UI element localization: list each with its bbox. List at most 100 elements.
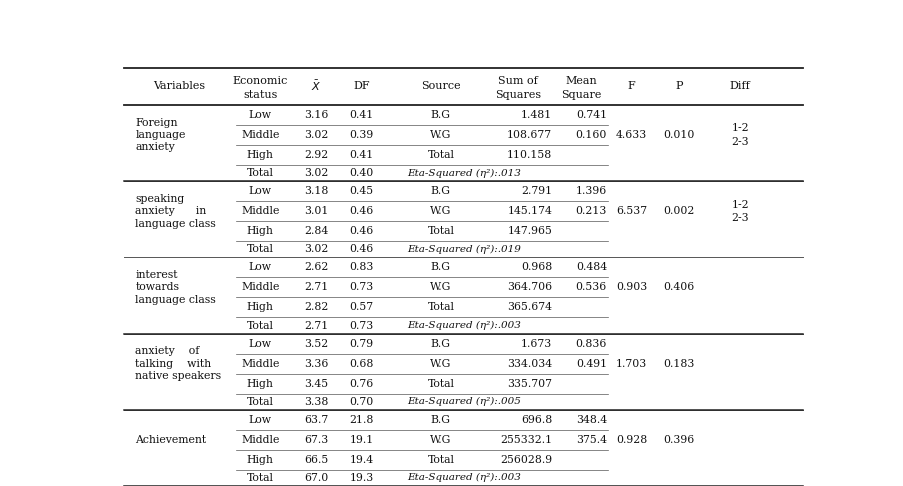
Text: 375.4: 375.4 bbox=[575, 435, 606, 445]
Text: Sum of: Sum of bbox=[498, 76, 537, 86]
Text: $\bar{X}$: $\bar{X}$ bbox=[311, 79, 321, 93]
Text: 3.52: 3.52 bbox=[303, 339, 328, 348]
Text: 3.18: 3.18 bbox=[303, 186, 328, 196]
Text: 0.46: 0.46 bbox=[349, 244, 374, 254]
Text: 0.76: 0.76 bbox=[349, 379, 374, 389]
Text: 2-3: 2-3 bbox=[731, 137, 748, 147]
Text: High: High bbox=[247, 379, 274, 389]
Text: 348.4: 348.4 bbox=[575, 415, 606, 425]
Text: 696.8: 696.8 bbox=[520, 415, 552, 425]
Text: High: High bbox=[247, 226, 274, 236]
Text: 1-2: 1-2 bbox=[731, 123, 748, 133]
Text: 335.707: 335.707 bbox=[507, 379, 552, 389]
Text: P: P bbox=[675, 81, 682, 91]
Text: 0.39: 0.39 bbox=[349, 130, 374, 140]
Text: Eta-Squared (η²):.019: Eta-Squared (η²):.019 bbox=[406, 245, 520, 254]
Text: 0.183: 0.183 bbox=[663, 359, 694, 368]
Text: 3.38: 3.38 bbox=[303, 397, 328, 407]
Text: status: status bbox=[243, 89, 277, 100]
Text: 1.396: 1.396 bbox=[575, 186, 606, 196]
Text: 0.903: 0.903 bbox=[615, 282, 647, 293]
Text: 110.158: 110.158 bbox=[507, 150, 552, 160]
Text: W.G: W.G bbox=[430, 359, 452, 368]
Text: Eta-Squared (η²):.013: Eta-Squared (η²):.013 bbox=[406, 169, 520, 178]
Text: 4.633: 4.633 bbox=[615, 130, 647, 140]
Text: B.G: B.G bbox=[431, 262, 451, 273]
Text: Achievement: Achievement bbox=[135, 435, 206, 445]
Text: High: High bbox=[247, 302, 274, 312]
Text: Eta-Squared (η²):.003: Eta-Squared (η²):.003 bbox=[406, 321, 520, 330]
Text: 0.46: 0.46 bbox=[349, 206, 374, 216]
Text: Middle: Middle bbox=[241, 206, 279, 216]
Text: W.G: W.G bbox=[430, 130, 452, 140]
Text: 2-3: 2-3 bbox=[731, 213, 748, 223]
Text: 0.968: 0.968 bbox=[520, 262, 552, 273]
Text: Square: Square bbox=[560, 89, 600, 100]
Text: 2.84: 2.84 bbox=[303, 226, 328, 236]
Text: language class: language class bbox=[135, 295, 216, 305]
Text: 0.46: 0.46 bbox=[349, 226, 374, 236]
Text: anxiety: anxiety bbox=[135, 142, 175, 153]
Text: 0.41: 0.41 bbox=[349, 150, 374, 160]
Text: High: High bbox=[247, 455, 274, 465]
Text: 0.40: 0.40 bbox=[349, 168, 374, 178]
Text: anxiety    of: anxiety of bbox=[135, 346, 200, 356]
Text: Middle: Middle bbox=[241, 435, 279, 445]
Text: F: F bbox=[627, 81, 635, 91]
Text: 3.01: 3.01 bbox=[303, 206, 328, 216]
Text: 334.034: 334.034 bbox=[507, 359, 552, 368]
Text: 0.484: 0.484 bbox=[575, 262, 606, 273]
Text: Middle: Middle bbox=[241, 359, 279, 368]
Text: Low: Low bbox=[248, 339, 271, 348]
Text: B.G: B.G bbox=[431, 110, 451, 120]
Text: Low: Low bbox=[248, 110, 271, 120]
Text: 66.5: 66.5 bbox=[303, 455, 328, 465]
Text: 3.02: 3.02 bbox=[303, 130, 328, 140]
Text: 0.010: 0.010 bbox=[663, 130, 694, 140]
Text: 0.41: 0.41 bbox=[349, 110, 374, 120]
Text: 63.7: 63.7 bbox=[303, 415, 328, 425]
Text: Low: Low bbox=[248, 186, 271, 196]
Text: 1.703: 1.703 bbox=[615, 359, 647, 368]
Text: 3.16: 3.16 bbox=[303, 110, 328, 120]
Text: Low: Low bbox=[248, 262, 271, 273]
Text: 0.406: 0.406 bbox=[663, 282, 694, 293]
Text: 256028.9: 256028.9 bbox=[499, 455, 552, 465]
Text: Diff: Diff bbox=[729, 81, 749, 91]
Text: 2.791: 2.791 bbox=[520, 186, 552, 196]
Text: 0.213: 0.213 bbox=[575, 206, 606, 216]
Text: Middle: Middle bbox=[241, 282, 279, 293]
Text: 0.70: 0.70 bbox=[349, 397, 374, 407]
Text: B.G: B.G bbox=[431, 186, 451, 196]
Text: 145.174: 145.174 bbox=[507, 206, 552, 216]
Text: 364.706: 364.706 bbox=[507, 282, 552, 293]
Text: 3.02: 3.02 bbox=[303, 168, 328, 178]
Text: 0.83: 0.83 bbox=[349, 262, 374, 273]
Text: B.G: B.G bbox=[431, 339, 451, 348]
Text: 0.536: 0.536 bbox=[575, 282, 606, 293]
Text: W.G: W.G bbox=[430, 206, 452, 216]
Text: Foreign: Foreign bbox=[135, 118, 178, 128]
Text: 2.62: 2.62 bbox=[303, 262, 328, 273]
Text: Squares: Squares bbox=[494, 89, 540, 100]
Text: native speakers: native speakers bbox=[135, 371, 221, 381]
Text: Total: Total bbox=[427, 455, 454, 465]
Text: Total: Total bbox=[247, 320, 274, 330]
Text: 1-2: 1-2 bbox=[731, 200, 748, 209]
Text: Total: Total bbox=[427, 226, 454, 236]
Text: 255332.1: 255332.1 bbox=[499, 435, 552, 445]
Text: interest: interest bbox=[135, 270, 178, 280]
Text: 0.68: 0.68 bbox=[349, 359, 374, 368]
Text: 0.928: 0.928 bbox=[615, 435, 647, 445]
Text: 147.965: 147.965 bbox=[507, 226, 552, 236]
Text: 19.4: 19.4 bbox=[349, 455, 373, 465]
Text: Eta-Squared (η²):.003: Eta-Squared (η²):.003 bbox=[406, 473, 520, 483]
Text: language class: language class bbox=[135, 219, 216, 228]
Text: language: language bbox=[135, 130, 186, 140]
Text: DF: DF bbox=[353, 81, 369, 91]
Text: 2.82: 2.82 bbox=[303, 302, 328, 312]
Text: Low: Low bbox=[248, 415, 271, 425]
Text: towards: towards bbox=[135, 282, 179, 293]
Text: Middle: Middle bbox=[241, 130, 279, 140]
Text: 3.36: 3.36 bbox=[303, 359, 328, 368]
